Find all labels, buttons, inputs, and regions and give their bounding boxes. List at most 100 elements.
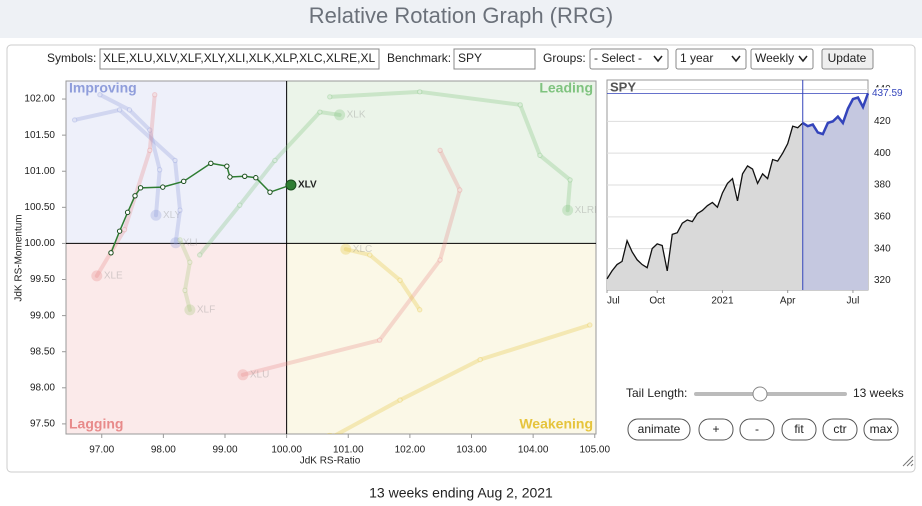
y-tick-label: 400 <box>874 148 891 159</box>
faded-tail-point <box>417 89 423 95</box>
control-button[interactable] <box>627 418 691 441</box>
y-tick-label: 320 <box>874 275 891 286</box>
period-value[interactable]: 1 year <box>680 51 713 65</box>
x-axis-label: JdK RS-Ratio <box>300 456 361 467</box>
x-tick-label: 99.00 <box>212 445 237 456</box>
quadrant-label: Lagging <box>69 416 123 432</box>
faded-tail-line <box>327 89 573 213</box>
faded-tail-point <box>177 207 183 213</box>
x-tick-label: 98.00 <box>151 445 176 456</box>
y-tick-label: 360 <box>874 211 891 222</box>
update-button[interactable] <box>821 48 874 70</box>
last-value-label: 437.59 <box>872 88 903 99</box>
y-tick-label: 99.50 <box>30 274 55 285</box>
faded-tail-point <box>197 252 203 258</box>
select-arrow <box>798 55 808 63</box>
control-button[interactable] <box>863 418 899 441</box>
last-value-bg <box>870 87 910 100</box>
control-button[interactable] <box>698 418 734 441</box>
y-tick-label: 101.00 <box>24 166 55 177</box>
tail-slider-thumb[interactable] <box>752 386 768 402</box>
quadrant <box>286 81 596 244</box>
y-tick-label: 380 <box>874 180 891 191</box>
y-tick-label: 101.50 <box>24 130 55 141</box>
tail-point <box>137 185 144 191</box>
x-tick-label: 2021 <box>711 296 734 307</box>
tail-point <box>124 209 131 216</box>
header-bar <box>0 0 922 38</box>
faded-tail-point <box>126 107 133 113</box>
benchmark-input[interactable] <box>453 48 536 70</box>
control-button-label[interactable]: max <box>870 422 893 436</box>
faded-tail-point <box>340 243 352 255</box>
faded-tail-point <box>437 257 443 263</box>
faded-tail-point <box>397 397 403 403</box>
tail-point <box>253 175 259 181</box>
update-label[interactable]: Update <box>828 51 867 65</box>
quadrant <box>66 81 287 244</box>
series-label: XLI <box>183 237 198 248</box>
price-line <box>606 122 804 280</box>
y-tick-label: 102.00 <box>24 94 55 105</box>
faded-tail-line <box>240 148 462 377</box>
faded-tail-point <box>272 157 278 164</box>
faded-tail-line <box>97 92 162 218</box>
faded-tail-line <box>197 109 342 257</box>
plot-border <box>65 80 597 435</box>
control-button[interactable] <box>739 418 775 441</box>
series-label: XLY <box>163 210 181 221</box>
faded-tail-point <box>326 432 334 434</box>
tail-point <box>108 250 114 256</box>
groups-select[interactable] <box>589 48 669 70</box>
faded-tail-point <box>184 304 196 316</box>
faded-tail-point <box>91 270 103 282</box>
frequency-select[interactable] <box>750 48 814 70</box>
resize-grip <box>902 455 914 467</box>
faded-tail-point <box>152 92 158 98</box>
control-button-label[interactable]: fit <box>794 422 804 436</box>
control-button-label[interactable]: animate <box>638 422 681 436</box>
x-tick-label: 105.00 <box>579 445 610 456</box>
tail-point <box>224 163 230 169</box>
faded-tail-point <box>437 147 443 154</box>
x-tick-label: 103.00 <box>456 445 487 456</box>
x-tick-label: 102.00 <box>395 445 426 456</box>
faded-tail-point <box>517 102 523 108</box>
y-tick-label: 98.00 <box>30 382 55 393</box>
symbols-value[interactable]: XLE,XLU,XLV,XLF,XLY,XLI,XLK,XLP,XLC,XLRE… <box>103 51 376 65</box>
control-button[interactable] <box>781 418 817 441</box>
faded-tail-point <box>417 307 423 313</box>
y-tick-label: 100.50 <box>24 202 55 213</box>
footer: 13 weeks ending Aug 2, 2021 <box>369 485 553 501</box>
series-label: XLRE <box>575 205 601 216</box>
tail-point <box>116 228 123 234</box>
faded-tail-point <box>172 157 178 164</box>
control-button-label[interactable]: + <box>712 422 719 436</box>
control-button[interactable] <box>822 418 858 441</box>
faded-tail-point <box>237 369 249 381</box>
quadrant <box>66 243 287 434</box>
faded-tail-point <box>237 202 243 208</box>
frequency-value[interactable]: Weekly <box>755 51 794 65</box>
faded-tail-point <box>97 92 103 98</box>
faded-tail-point <box>121 227 128 233</box>
benchmark-value[interactable]: SPY <box>458 51 482 65</box>
quadrant <box>286 243 596 434</box>
quadrant-label: Leading <box>539 80 593 96</box>
tail-point <box>227 174 233 180</box>
groups-value[interactable]: - Select - <box>594 51 642 65</box>
faded-tail-point <box>317 109 323 115</box>
series-label: XLC <box>353 244 372 255</box>
symbols-input[interactable] <box>99 48 380 70</box>
control-button-label[interactable]: - <box>755 422 759 436</box>
control-button-label[interactable]: ctr <box>833 422 846 436</box>
groups-label: Groups: <box>543 51 586 65</box>
period-select[interactable] <box>675 48 747 70</box>
y-axis-label: JdK RS-Momentum <box>14 214 25 301</box>
series-label: XLF <box>197 304 215 315</box>
y-tick-label: 420 <box>874 116 891 127</box>
faded-tail-point <box>150 209 162 221</box>
faded-tail-point <box>177 237 183 243</box>
tail-point <box>160 184 166 190</box>
